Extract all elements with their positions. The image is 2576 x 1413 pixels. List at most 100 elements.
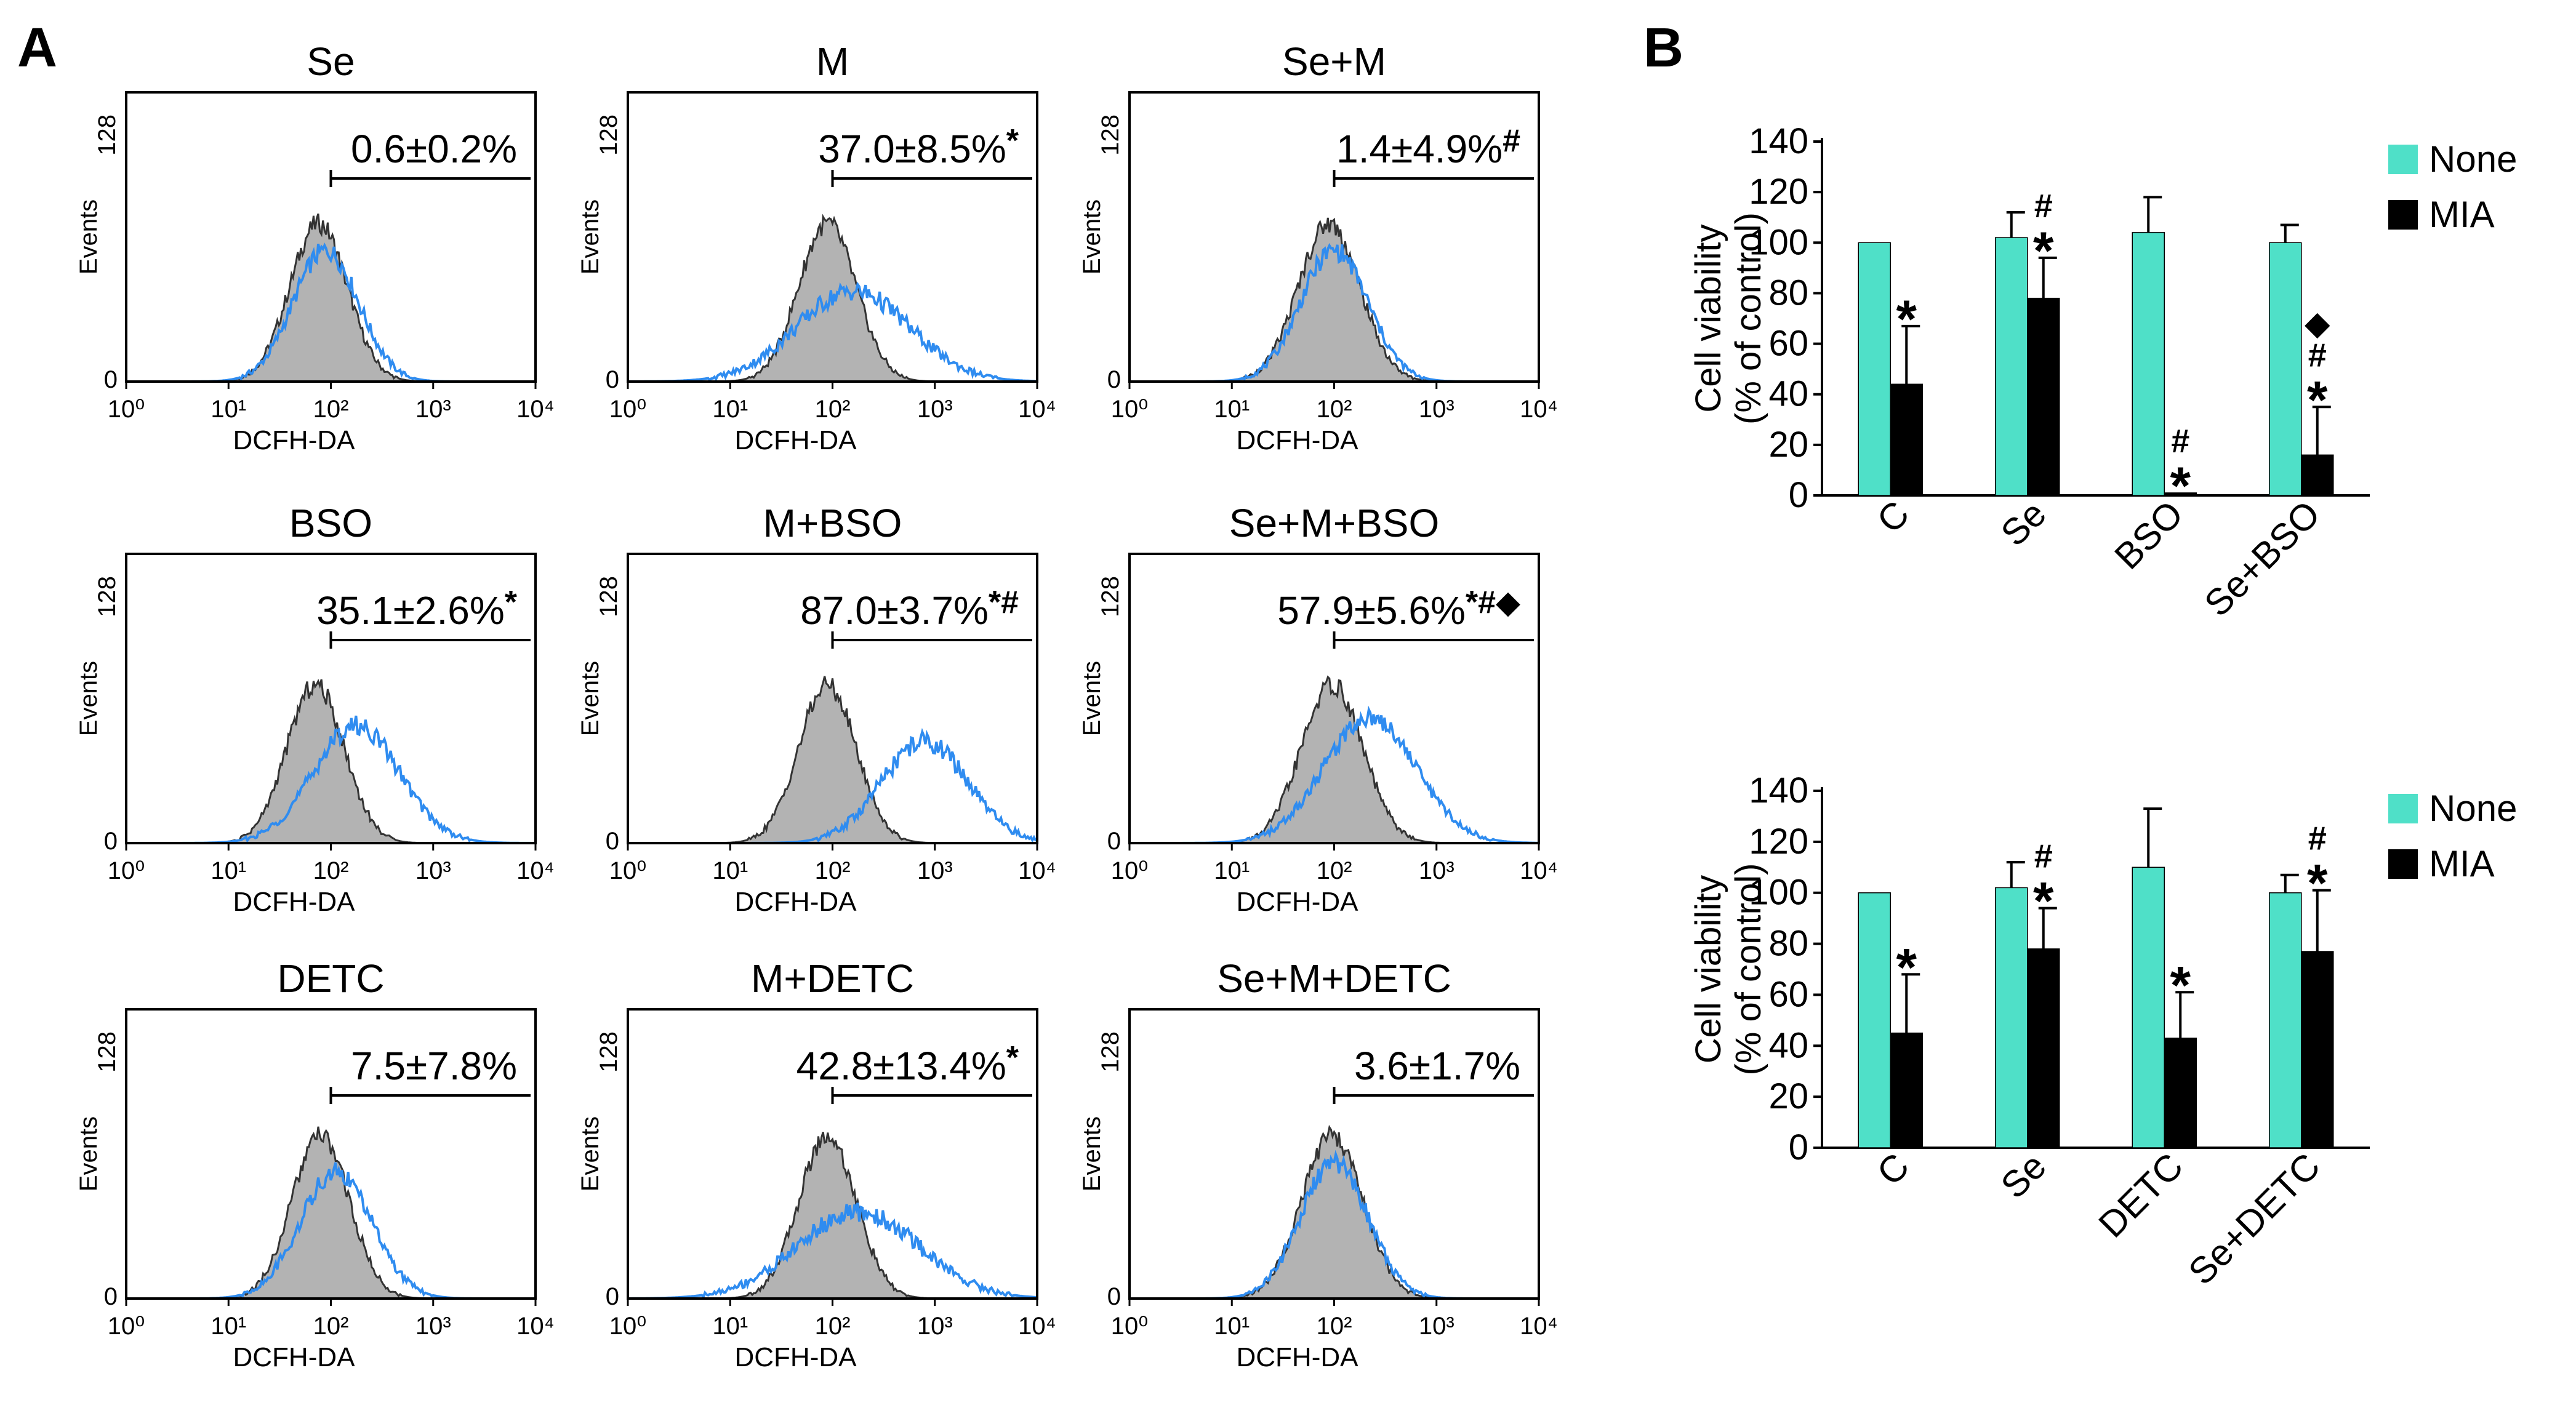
x-tick-label: 10⁴ xyxy=(1018,1313,1056,1340)
x-tick-label: 10¹ xyxy=(211,857,246,884)
y-tick-label: 0 xyxy=(104,1283,118,1310)
x-axis-label: DCFH-DA xyxy=(735,887,857,917)
legend-label: MIA xyxy=(2429,194,2495,235)
bar-mia xyxy=(2164,1038,2197,1148)
y-tick-label: 140 xyxy=(1749,121,1808,161)
bar-chart: 0 20 40 60 80 100 120 140 Cell viability (% of co… xyxy=(1688,771,2517,1292)
y-tick-label: 140 xyxy=(1749,771,1808,811)
x-tick-label: 10² xyxy=(1317,857,1352,884)
bar-mia xyxy=(2164,492,2197,496)
significance-mark: # xyxy=(2171,423,2189,460)
y-tick-label: 0 xyxy=(104,366,118,393)
y-tick-label: 100 xyxy=(1749,222,1808,262)
x-tick-label: 10⁴ xyxy=(516,1313,555,1340)
x-tick-label: 10² xyxy=(313,857,349,884)
y-axis-label: Events xyxy=(75,1116,102,1191)
histogram-panel: M+BSO 87.0±3.7%*# 128 0 Events 10⁰ 10¹ 10² 10³ 10… xyxy=(577,501,1056,917)
y-tick-label: 0 xyxy=(1107,1283,1121,1310)
bar-chart: 0 20 40 60 80 100 120 140 Cell viability (% of co… xyxy=(1688,121,2517,624)
y-tick-label: 0 xyxy=(1107,366,1121,393)
y-tick-label: 0 xyxy=(1789,1127,1808,1167)
significance-mark: # xyxy=(2308,820,2327,857)
histogram-panel: Se 0.6±0.2% 128 0 Events 10⁰ 10¹ 10² 10³ 10⁴ DCFH-… xyxy=(75,39,555,455)
gate-value: 7.5±7.8% xyxy=(351,1044,517,1088)
control-histogram-fill xyxy=(1130,677,1539,843)
y-axis-label: Events xyxy=(1078,661,1105,736)
y-tick-label: 128 xyxy=(94,576,121,617)
x-tick-label: 10³ xyxy=(415,857,451,884)
panel-label-b: B xyxy=(1643,17,1683,79)
y-tick-label: 60 xyxy=(1768,324,1808,364)
x-tick-label: 10¹ xyxy=(1214,1313,1250,1340)
x-tick-label: 10¹ xyxy=(1214,396,1250,423)
x-tick-label: 10³ xyxy=(1419,1313,1455,1340)
y-tick-label: 0 xyxy=(606,1283,619,1310)
y-tick-label: 128 xyxy=(1097,114,1124,156)
category-label: Se+BSO xyxy=(2196,493,2328,625)
histogram-panel: Se+M+DETC 3.6±1.7% 128 0 Events 10⁰ 10¹ 10² 10³ 1… xyxy=(1078,956,1558,1372)
category-label: DETC xyxy=(2091,1145,2191,1246)
y-axis-label: Events xyxy=(1078,1116,1105,1191)
x-tick-label: 10² xyxy=(815,1313,851,1340)
x-tick-label: 10³ xyxy=(415,396,451,423)
x-tick-label: 10¹ xyxy=(211,396,246,423)
gate-percentage: 35.1±2.6%* xyxy=(316,585,518,633)
x-tick-label: 10³ xyxy=(917,857,953,884)
bar-mia xyxy=(2301,454,2334,496)
x-tick-label: 10⁴ xyxy=(1520,1313,1558,1340)
y-tick-label: 20 xyxy=(1768,1076,1808,1116)
y-axis-label: Events xyxy=(1078,199,1105,274)
x-tick-label: 10⁴ xyxy=(516,857,555,884)
significance-mark: ◆ xyxy=(2305,305,2330,342)
x-tick-label: 10² xyxy=(815,396,851,423)
x-tick-label: 10¹ xyxy=(712,1313,748,1340)
gate-value: 1.4±4.9% xyxy=(1336,127,1503,171)
x-tick-label: 10² xyxy=(313,396,349,423)
x-tick-label: 10⁰ xyxy=(609,396,647,423)
x-axis-label: DCFH-DA xyxy=(233,425,356,455)
y-tick-label: 128 xyxy=(595,114,622,156)
x-tick-label: 10¹ xyxy=(712,857,748,884)
y-tick-label: 128 xyxy=(1097,1031,1124,1073)
gate-significance: * xyxy=(1006,1040,1019,1076)
y-tick-label: 20 xyxy=(1768,425,1808,465)
gate-value: 37.0±8.5% xyxy=(818,127,1006,171)
bar-none xyxy=(1858,242,1891,496)
y-tick-label: 0 xyxy=(1789,475,1808,515)
significance-mark: # xyxy=(2308,337,2327,374)
y-tick-label: 0 xyxy=(104,828,118,855)
significance-mark: * xyxy=(2307,854,2328,913)
gate-value: 42.8±13.4% xyxy=(796,1044,1006,1088)
gate-value: 3.6±1.7% xyxy=(1354,1044,1520,1088)
gate-percentage: 3.6±1.7% xyxy=(1354,1044,1520,1088)
gate-significance: * xyxy=(1006,123,1019,159)
bar-none xyxy=(1858,892,1891,1148)
x-tick-label: 10⁴ xyxy=(1018,396,1056,423)
y-tick-label: 40 xyxy=(1768,1025,1808,1065)
y-axis-label: Cell viability xyxy=(1688,224,1728,412)
x-tick-label: 10⁰ xyxy=(609,1313,647,1340)
significance-mark: * xyxy=(2170,457,2191,516)
significance-mark: * xyxy=(1896,290,1917,349)
x-axis-label: DCFH-DA xyxy=(735,1342,857,1372)
bar-mia xyxy=(1890,383,1923,496)
category-label: C xyxy=(1869,1145,1917,1193)
histogram-title: M+DETC xyxy=(751,956,914,1001)
y-tick-label: 0 xyxy=(1107,828,1121,855)
control-histogram-fill xyxy=(126,214,536,382)
x-tick-label: 10⁴ xyxy=(1520,857,1558,884)
y-tick-label: 80 xyxy=(1768,924,1808,964)
x-tick-label: 10⁴ xyxy=(516,396,555,423)
x-tick-label: 10³ xyxy=(1419,857,1455,884)
y-tick-label: 128 xyxy=(94,1031,121,1073)
y-tick-label: 128 xyxy=(595,1031,622,1073)
gate-significance: * xyxy=(505,585,518,620)
x-tick-label: 10¹ xyxy=(1214,857,1250,884)
histogram-panel: BSO 35.1±2.6%* 128 0 Events 10⁰ 10¹ 10² 10³ 10⁴ DC… xyxy=(75,501,555,917)
panel-a-flow-histograms: Se 0.6±0.2% 128 0 Events 10⁰ 10¹ 10² 10³ 10⁴ DCFH-… xyxy=(75,39,1558,1372)
legend-swatch-mia xyxy=(2388,200,2418,230)
histogram-title: BSO xyxy=(289,501,372,545)
category-label: C xyxy=(1869,493,1917,541)
gate-value: 87.0±3.7% xyxy=(800,588,989,633)
x-tick-label: 10³ xyxy=(1419,396,1455,423)
